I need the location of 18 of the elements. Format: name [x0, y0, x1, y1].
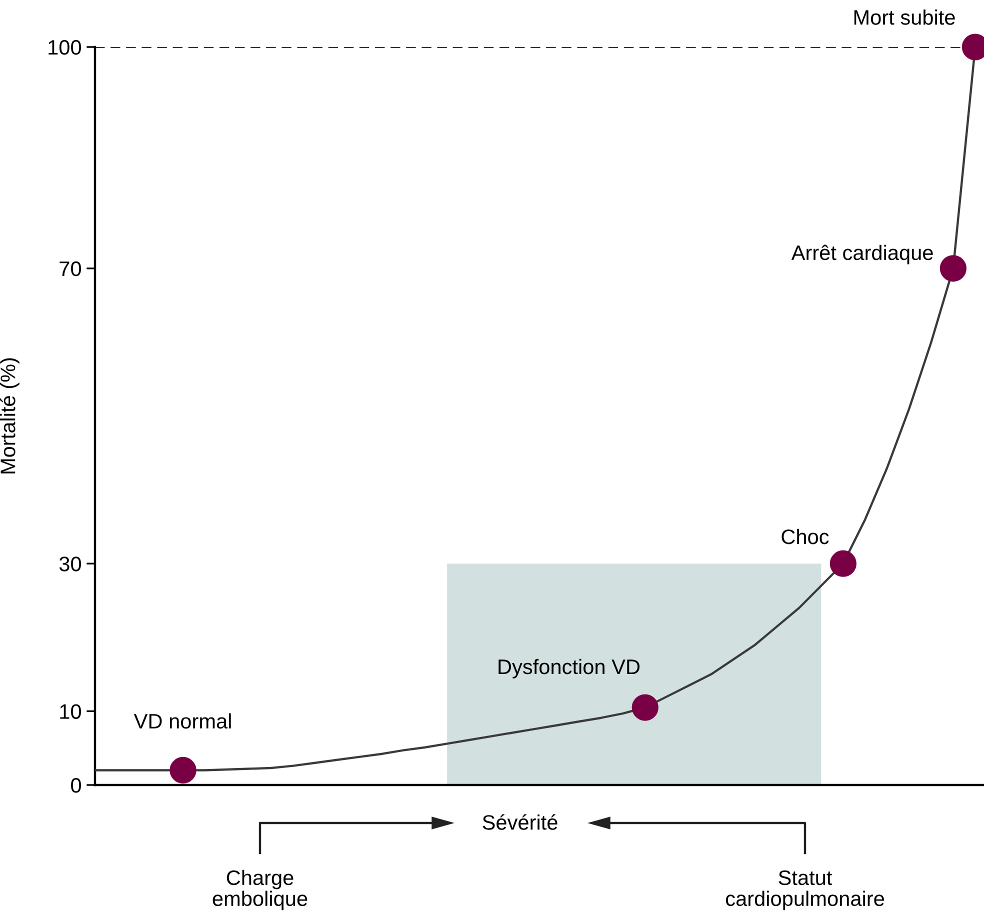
y-tick-label: 10 [60, 704, 81, 719]
y-tick-label: 30 [59, 556, 81, 572]
data-label: Choc [782, 528, 829, 544]
data-label: Dysfonction VD [498, 658, 640, 678]
data-label: VD normal [134, 713, 231, 729]
point [830, 550, 856, 577]
y-axis-title: Mortalité (%) [0, 358, 20, 474]
y-tick-label: 0 [71, 778, 81, 793]
x-axis-title: Sévérité [482, 814, 558, 830]
point [170, 756, 196, 784]
data-label: Mort subite [854, 10, 955, 25]
y-tick-label: 70 [60, 261, 81, 276]
point [632, 694, 658, 721]
data-label: Arrêt cardiaque [791, 244, 933, 264]
point [940, 255, 967, 282]
text: Charge embolique [212, 870, 308, 910]
y-tick-label: 100 [48, 40, 81, 55]
text: Statut cardiopulmonaire [726, 870, 884, 910]
